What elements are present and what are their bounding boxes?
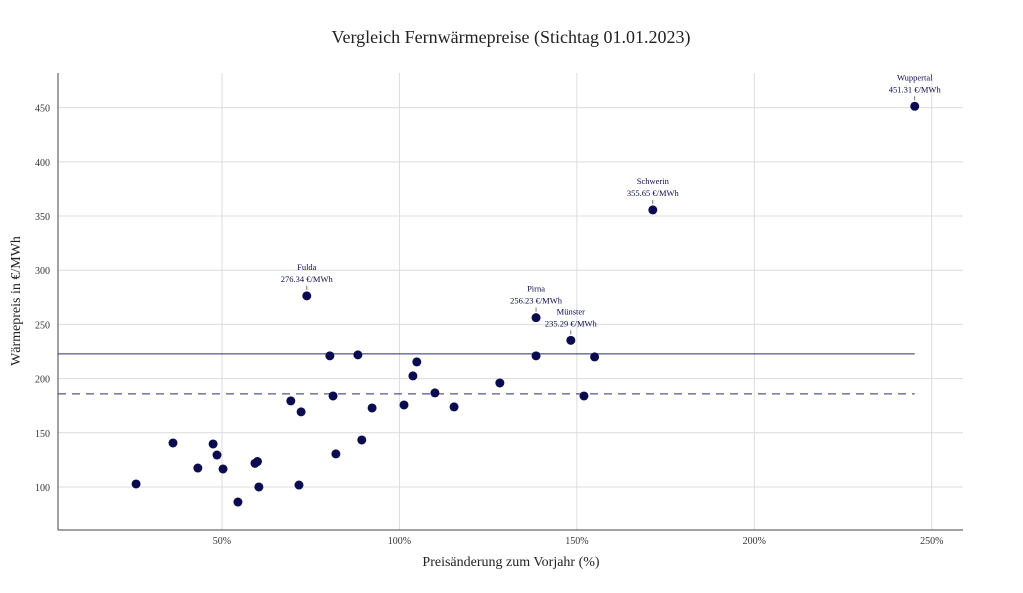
tick-labels: 50% 100% 150% 200% 250% 100 150 200 250 300 350 400… [35, 104, 943, 547]
data-point [566, 335, 576, 345]
annotation-value: 235.29 €/MWh [545, 318, 598, 328]
data-point [218, 464, 228, 474]
data-points [131, 101, 920, 507]
y-tick-label: 350 [35, 212, 50, 223]
y-tick-label: 150 [35, 429, 50, 440]
annotation-value: 256.23 €/MWh [510, 296, 563, 306]
annotations: Fulda 276.34 €/MWh Pirna 256.23 €/MWhMünste… [281, 72, 942, 335]
data-point [193, 463, 203, 473]
y-tick-label: 200 [35, 375, 50, 386]
annotation-city: Pirna [527, 284, 545, 294]
data-point [408, 371, 418, 381]
data-point [286, 396, 296, 406]
data-point [131, 479, 141, 489]
data-point [168, 438, 178, 448]
x-tick-label: 250% [920, 536, 943, 547]
data-point [531, 313, 541, 323]
data-point [353, 350, 363, 360]
data-point [208, 439, 218, 449]
x-axis-label: Preisänderung zum Vorjahr (%) [422, 555, 599, 570]
data-point [357, 435, 367, 445]
annotation-city: Wuppertal [897, 72, 933, 82]
annotation-value: 451.31 €/MWh [889, 84, 942, 94]
annotation-city: Schwerin [637, 176, 670, 186]
data-point [495, 378, 505, 388]
data-point [302, 291, 312, 301]
data-point [412, 357, 422, 367]
annotation-city: Münster [557, 306, 586, 316]
y-tick-label: 450 [35, 104, 50, 115]
data-point [910, 101, 920, 111]
data-point [331, 449, 341, 459]
x-tick-label: 150% [565, 536, 588, 547]
data-point [399, 400, 409, 410]
data-point [212, 450, 222, 460]
data-point [252, 457, 262, 467]
data-point [328, 391, 338, 401]
data-point [648, 205, 658, 215]
data-point [590, 352, 600, 362]
y-tick-label: 250 [35, 320, 50, 331]
chart-title: Vergleich Fernwärmepreise (Stichtag 01.0… [331, 27, 690, 48]
data-point [294, 480, 304, 490]
data-point [449, 402, 459, 412]
y-tick-label: 400 [35, 158, 50, 169]
y-axis-label: Wärmepreis in €/MWh [9, 236, 24, 366]
x-tick-label: 50% [213, 536, 231, 547]
annotation-city: Fulda [297, 262, 317, 272]
data-point [531, 351, 541, 361]
data-point [325, 351, 335, 361]
data-point [233, 497, 243, 507]
data-point [579, 391, 589, 401]
y-tick-label: 100 [35, 483, 50, 494]
data-point [296, 407, 306, 417]
y-tick-label: 300 [35, 266, 50, 277]
grid [58, 73, 963, 530]
data-point [367, 403, 377, 413]
annotation-value: 276.34 €/MWh [281, 274, 334, 284]
x-tick-label: 100% [388, 536, 411, 547]
x-tick-label: 200% [743, 536, 766, 547]
annotation-value: 355.65 €/MWh [627, 188, 680, 198]
reference-lines [58, 353, 915, 395]
data-point [254, 482, 264, 492]
data-point [430, 388, 440, 398]
